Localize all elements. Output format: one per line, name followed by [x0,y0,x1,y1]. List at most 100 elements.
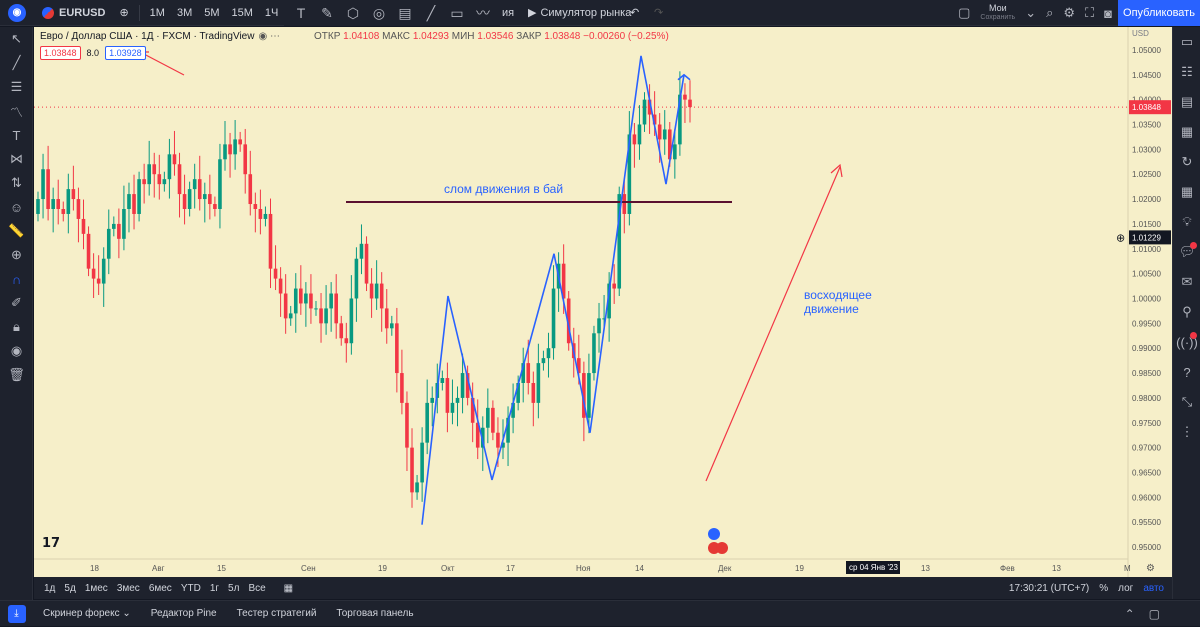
candle-body [41,169,45,200]
calendar-range-icon[interactable]: ▦ [283,582,294,594]
tab-strategy-tester[interactable]: Тестер стратегий [236,608,317,619]
range-6[interactable]: 1г [209,582,220,594]
camera-icon[interactable]: ◙ [1104,5,1112,21]
pointer-arrow [141,52,185,76]
high-value: 1.04293 [412,31,449,42]
calendar-icon[interactable]: ▦ [1180,184,1194,199]
pencil-lock-icon[interactable]: ✐ [11,295,22,310]
zigzag-pattern-icon[interactable]: 〽 [9,104,23,120]
range-0[interactable]: 1д [44,582,56,594]
fullscreen-icon[interactable]: ⛶ [1085,5,1095,20]
brush-tool-icon[interactable]: ✎ [321,4,333,21]
buy-button[interactable]: 1.03928 [105,46,146,60]
rectangle-tool-icon[interactable]: ▭ [450,4,464,21]
prediction-icon[interactable]: ⇅ [11,175,22,190]
range-5[interactable]: YTD [180,582,201,594]
chevron-down-icon[interactable]: ⌄ [1025,5,1037,20]
bottom-panel-toggle-icon[interactable]: ⤓ [0,601,33,627]
chevron-up-icon[interactable]: ⌃ [1124,606,1135,621]
details-icon[interactable]: ▤ [1180,94,1194,109]
broadcast-icon[interactable]: ⚲ [1182,304,1192,319]
candle-body [344,338,349,344]
candle-body [182,194,187,209]
x-tick-label: 13 [1052,564,1061,573]
emoji-icon[interactable]: ☺ [9,199,24,215]
percent-toggle[interactable]: % [1099,582,1109,594]
candle-body [96,278,101,284]
ohlc-values: ОТКР 1.04108 МАКС 1.04293 МИН 1.03546 ЗА… [314,31,669,42]
candle-body [521,363,526,383]
candle-body [622,194,627,214]
alerts-list-icon[interactable]: ☷ [1181,64,1193,79]
text-icon[interactable]: T [12,127,21,143]
lock-icon[interactable]: 🔒︎ [13,319,20,334]
messages-icon[interactable]: ✉ [1181,274,1193,289]
tab-trading-panel[interactable]: Торговая панель [336,608,414,619]
candle-body [51,199,55,209]
ruler-icon[interactable]: 📏 [8,223,25,238]
watchlist-icon[interactable]: ▭ [1180,34,1194,49]
range-3[interactable]: 3мес [116,582,140,594]
y-tick-label: 1.04000 [1132,96,1161,105]
circle-target-icon[interactable]: ◎ [372,4,386,21]
line-tool-icon[interactable]: ╱ [426,4,436,21]
chat-icon[interactable]: 💬︎ [1178,242,1197,259]
sell-button[interactable]: 1.03848 [40,46,81,60]
add-symbol-icon[interactable]: ⊕ [119,6,129,19]
range-2[interactable]: 1мес [84,582,108,594]
tab-forex-screener[interactable]: Скринер форекс ⌄ [33,608,141,619]
publish-button[interactable]: Опубликовать [1118,0,1200,26]
cursor-icon[interactable]: ↖ [11,31,22,46]
auto-toggle[interactable]: авто [1143,582,1164,594]
candle-body [177,164,182,195]
maximize-icon[interactable]: ▢ [1148,606,1160,621]
range-4[interactable]: 6мес [148,582,172,594]
candle-body [516,383,520,403]
range-8[interactable]: Все [248,582,266,594]
interval-1h[interactable]: 1Ч [264,6,279,19]
pattern-icon[interactable]: ⋈ [10,151,23,166]
price-chart[interactable]: 1.05000 1.04500 1.04000 1.03500 1.03000 1.025… [34,27,1172,577]
trend-line-icon[interactable]: ╱ [12,55,21,70]
candle-body [597,318,601,334]
text-box-icon[interactable]: ▤ [398,4,412,21]
visibility-toggle-icon[interactable]: ◉ ⋯ [258,31,280,42]
magnet-icon[interactable]: ∩ [11,271,22,287]
help-icon[interactable]: ? [1183,364,1191,380]
interval-3m[interactable]: 3М [176,6,193,19]
settings-gear-icon[interactable]: ⚙ [1063,5,1076,20]
interval-5m[interactable]: 5М [204,6,220,19]
log-toggle[interactable]: лог [1118,582,1134,594]
search-icon[interactable]: ⌕ [1046,5,1054,20]
clock-refresh-icon[interactable]: ↻ [1181,154,1193,169]
highlighter-icon[interactable]: ⬡ [346,4,360,21]
interval-1m[interactable]: 1М [149,6,165,19]
layout-square-icon[interactable]: ▢ [958,5,971,20]
trash-icon[interactable]: 🗑︎ [8,367,25,382]
tab-pine-editor[interactable]: Редактор Pine [150,608,217,619]
chart-area[interactable]: 1.05000 1.04500 1.04000 1.03500 1.03000 1.025… [34,27,1172,577]
wave-tool-icon[interactable]: 〰 [476,5,490,21]
layouts-menu[interactable]: Мои Сохранить [980,4,1015,22]
range-7[interactable]: 5л [228,582,240,594]
low-value: 1.03546 [477,31,514,42]
streams-icon[interactable]: ((·)) [1173,327,1200,357]
text-tool-icon[interactable]: T [296,5,306,21]
news-icon[interactable]: ▦ [1180,124,1194,139]
zoom-in-icon[interactable]: ⊕ [11,247,22,262]
horizontal-lines-icon[interactable]: ☰ [10,79,23,94]
tradingview-logo-icon[interactable]: ◉ [0,0,34,26]
interval-15m[interactable]: 15М [231,6,253,19]
symbol-search[interactable]: EURUSD [34,6,113,19]
trading-panel-icon[interactable]: ⤡ [1181,394,1193,409]
undo-icon[interactable]: ↶ [630,6,640,19]
redo-icon[interactable]: ↷ [654,6,664,19]
clock-timezone[interactable]: 17:30:21 (UTC+7) [1008,582,1090,594]
x-tick-label: Фев [1000,564,1015,573]
dom-icon[interactable]: ⋮ [1180,424,1194,439]
indicators-button-label[interactable]: ия [502,6,515,19]
range-1[interactable]: 5д [64,582,76,594]
market-simulator-button[interactable]: ▶ Симулятор рынка [522,0,637,26]
eye-icon[interactable]: ◉ [10,343,23,358]
lightbulb-icon[interactable]: 💡︎ [1182,214,1192,229]
